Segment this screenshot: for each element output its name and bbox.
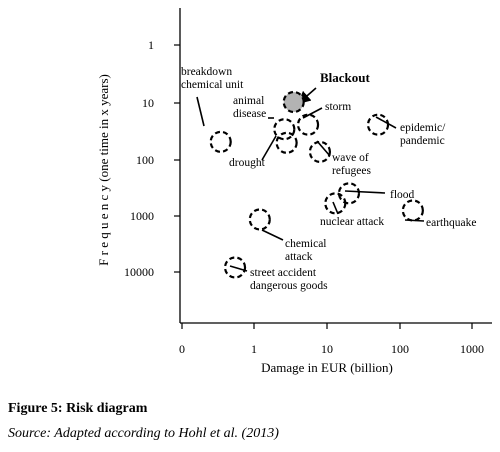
x-tick-label: 10 xyxy=(321,342,333,356)
point-nuclear-attack xyxy=(324,192,347,215)
label-street-accident-dangerous-goods: street accident dangerous goods xyxy=(250,267,328,292)
data-points xyxy=(209,90,424,279)
label-flood: flood xyxy=(390,189,415,201)
label-nuclear-attack: nuclear attack xyxy=(320,216,384,228)
y-tick-label: 10000 xyxy=(124,265,154,279)
y-tick-label: 1 xyxy=(148,38,154,52)
label-epidemic-pandemic: epidemic/pandemic xyxy=(400,122,446,147)
label-breakdown-chemical-unit: breakdown chemical unit xyxy=(181,66,244,91)
point-breakdown-chemical-unit xyxy=(209,130,232,153)
label-earthquake: earthquake xyxy=(426,217,476,229)
point-storm xyxy=(296,113,320,136)
label-wave-of-refugees: wave of refugees xyxy=(332,152,371,177)
point-chemical-attack xyxy=(248,208,271,231)
figure-caption-title: Figure 5: Risk diagram xyxy=(8,401,148,416)
leader-breakdown-chemical-unit xyxy=(196,96,205,127)
label-blackout: Blackout xyxy=(320,70,371,85)
point-wave-of-refugees xyxy=(308,140,332,163)
leader-epidemic-pandemic xyxy=(375,116,397,129)
point-street-accident-dangerous-goods xyxy=(223,256,247,279)
leader-nuclear-attack xyxy=(332,201,339,215)
x-tick-label: 0 xyxy=(179,342,185,356)
x-tick-label: 1 xyxy=(251,342,257,356)
y-tick-label: 10 xyxy=(142,96,154,110)
point-flood xyxy=(337,182,361,205)
leader-wave-of-refugees xyxy=(316,140,331,157)
x-tick-label: 100 xyxy=(391,342,409,356)
x-tick-label: 1000 xyxy=(460,342,484,356)
axes: 1 10 100 1000 10000 0 1 10 100 1000 xyxy=(124,8,492,356)
point-animal-disease xyxy=(273,118,296,141)
point-blackout xyxy=(282,90,305,114)
label-animal-disease: animal disease xyxy=(233,95,266,120)
leader-chemical-attack xyxy=(261,229,284,241)
point-drought xyxy=(275,131,298,154)
y-axis-title: F r e q u e n c y (one time in x years) xyxy=(96,74,111,266)
y-tick-label: 1000 xyxy=(130,209,154,223)
label-chemical-attack: chemical attack xyxy=(285,238,327,263)
x-axis-title: Damage in EUR (billion) xyxy=(261,360,393,375)
point-labels: Blackout breakdown chemical unit animal dise… xyxy=(181,66,476,292)
figure-caption-source: Source: Adapted according to Hohl et al.… xyxy=(8,426,279,441)
point-earthquake xyxy=(401,199,424,222)
label-storm: storm xyxy=(325,101,351,113)
leader-flood xyxy=(344,190,386,194)
risk-diagram-chart: 1 10 100 1000 10000 0 1 10 100 1000 Blackout break… xyxy=(96,8,492,375)
leader-drought xyxy=(261,135,277,161)
label-drought: drought xyxy=(229,157,266,169)
y-tick-label: 100 xyxy=(136,153,154,167)
leader-storm xyxy=(302,107,323,119)
